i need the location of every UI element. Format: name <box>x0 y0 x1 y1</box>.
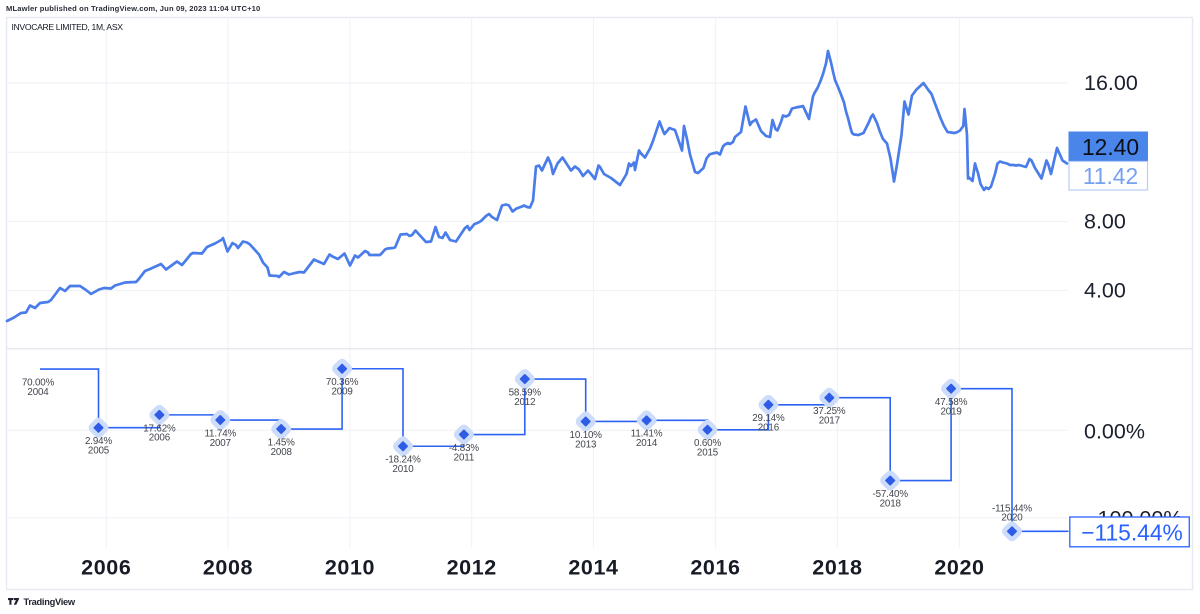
svg-text:2012: 2012 <box>514 397 535 408</box>
svg-text:2015: 2015 <box>697 448 719 459</box>
svg-text:2008: 2008 <box>203 556 253 580</box>
svg-text:2013: 2013 <box>575 439 597 450</box>
svg-text:2017: 2017 <box>819 416 840 427</box>
svg-text:−115.44%: −115.44% <box>1081 519 1183 545</box>
svg-text:-18.24%: -18.24% <box>385 455 421 466</box>
svg-text:4.00: 4.00 <box>1084 279 1126 303</box>
svg-text:-115.44%: -115.44% <box>992 503 1032 514</box>
svg-text:INVOCARE LIMITED, 1M, ASX: INVOCARE LIMITED, 1M, ASX <box>12 22 124 32</box>
svg-text:2009: 2009 <box>331 387 352 398</box>
svg-text:2018: 2018 <box>812 556 862 580</box>
svg-text:8.00: 8.00 <box>1084 210 1126 234</box>
svg-text:58.59%: 58.59% <box>509 387 542 398</box>
svg-text:2.94%: 2.94% <box>85 436 112 447</box>
svg-text:-57.40%: -57.40% <box>872 489 908 500</box>
svg-text:2020: 2020 <box>1001 513 1023 524</box>
svg-text:10.10%: 10.10% <box>570 430 603 441</box>
svg-text:2014: 2014 <box>636 438 658 449</box>
svg-text:2010: 2010 <box>325 556 375 580</box>
svg-text:2006: 2006 <box>81 556 131 580</box>
svg-text:2006: 2006 <box>149 433 171 444</box>
svg-text:2020: 2020 <box>934 556 984 580</box>
svg-text:0.00%: 0.00% <box>1084 419 1145 443</box>
svg-text:12.40: 12.40 <box>1082 134 1139 160</box>
svg-text:70.36%: 70.36% <box>326 377 359 388</box>
svg-text:37.25%: 37.25% <box>813 406 846 417</box>
svg-text:2016: 2016 <box>758 423 780 434</box>
svg-text:2010: 2010 <box>392 464 414 475</box>
svg-text:2008: 2008 <box>271 447 293 458</box>
svg-text:70.00%: 70.00% <box>22 377 55 388</box>
svg-text:2007: 2007 <box>210 438 231 449</box>
svg-text:2012: 2012 <box>447 556 497 580</box>
svg-text:47.58%: 47.58% <box>935 397 968 408</box>
svg-text:2018: 2018 <box>880 498 902 509</box>
svg-text:11.74%: 11.74% <box>204 428 236 439</box>
svg-text:11.42: 11.42 <box>1083 163 1138 189</box>
svg-text:16.00: 16.00 <box>1084 71 1138 95</box>
svg-text:29.14%: 29.14% <box>752 413 785 424</box>
svg-text:17.62%: 17.62% <box>143 423 176 434</box>
svg-text:2004: 2004 <box>27 387 49 398</box>
svg-text:11.41%: 11.41% <box>631 429 663 440</box>
svg-text:2011: 2011 <box>454 452 474 463</box>
svg-text:2019: 2019 <box>940 406 961 417</box>
svg-text:2016: 2016 <box>690 556 740 580</box>
svg-text:2014: 2014 <box>568 556 618 580</box>
svg-text:2005: 2005 <box>88 446 110 457</box>
svg-text:-4.83%: -4.83% <box>449 443 480 454</box>
svg-text:1.45%: 1.45% <box>268 437 295 448</box>
svg-text:0.60%: 0.60% <box>694 438 721 449</box>
